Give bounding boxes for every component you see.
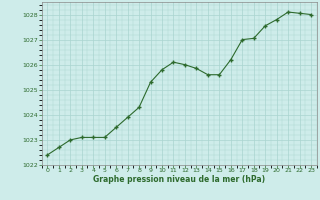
- X-axis label: Graphe pression niveau de la mer (hPa): Graphe pression niveau de la mer (hPa): [93, 175, 265, 184]
